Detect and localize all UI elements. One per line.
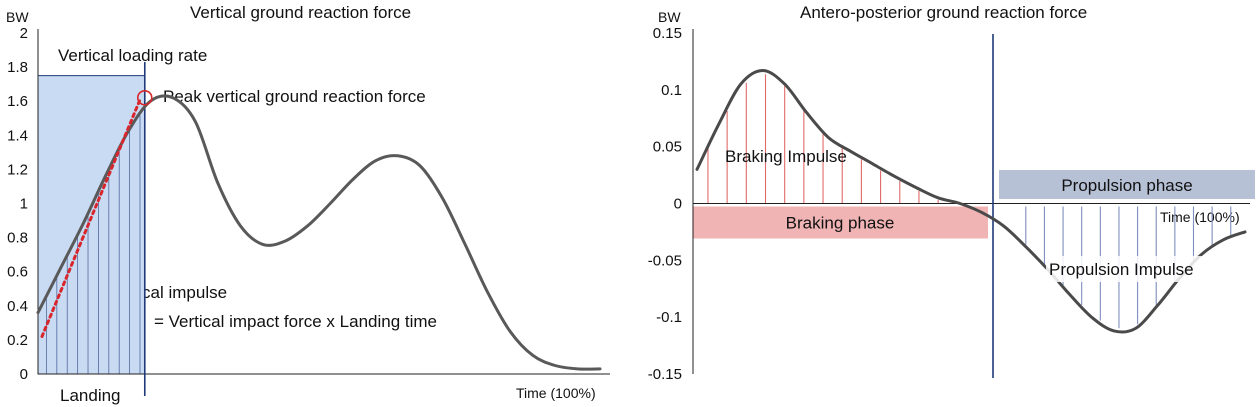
left-y-tick-label: 1 xyxy=(20,196,28,213)
left-y-tick-label: 0 xyxy=(20,366,28,383)
left-chart-title: Vertical ground reaction force xyxy=(190,3,411,22)
right-y-tick-label: 0.05 xyxy=(653,139,682,156)
braking-impulse-label: Braking Impulse xyxy=(725,147,847,166)
landing-label: Landing xyxy=(60,386,121,405)
propulsion-label-backdrop xyxy=(1046,256,1218,282)
right-y-tick-label: 0.15 xyxy=(653,25,682,42)
left-x-axis-label: Time (100%) xyxy=(516,385,596,401)
left-y-tick-label: 0.2 xyxy=(7,332,28,349)
left-y-tick-label: 0.6 xyxy=(7,264,28,281)
braking-phase-bar xyxy=(693,206,988,239)
loading-rate-line xyxy=(40,96,143,338)
formula-label: = Vertical impact force x Landing time xyxy=(154,312,437,331)
right-y-tick-label: 0 xyxy=(674,196,682,213)
right-y-tick-label: -0.15 xyxy=(648,366,682,383)
peak-force-marker xyxy=(136,89,153,106)
propulsion-impulse-label: Propulsion Impulse xyxy=(1049,260,1194,279)
left-y-tick-label: 1.8 xyxy=(7,59,28,76)
ap-grf-curve xyxy=(695,68,1247,334)
propulsion-phase-label: Propulsion phase xyxy=(1061,176,1192,195)
left-y-unit: BW xyxy=(6,9,29,25)
left-y-tick-label: 1.4 xyxy=(7,127,28,144)
propulsion-phase-bar xyxy=(999,169,1255,199)
left-y-tick-label: 1.2 xyxy=(7,161,28,178)
right-chart-title: Antero-posterior ground reaction force xyxy=(800,3,1087,22)
left-y-tick-label: 0.4 xyxy=(7,298,28,315)
right-y-unit: BW xyxy=(658,9,681,25)
right-y-tick-label: -0.1 xyxy=(656,309,682,326)
left-y-tick-label: 0.8 xyxy=(7,230,28,247)
loading-rate-label: Vertical loading rate xyxy=(58,46,207,65)
left-y-tick-label: 2 xyxy=(20,25,28,42)
right-x-axis-label: Time (100%) xyxy=(1160,209,1240,225)
peak-force-label: Peak vertical ground reaction force xyxy=(163,87,426,106)
left-y-tick-label: 1.6 xyxy=(7,93,28,110)
vertical-grf-curve xyxy=(36,94,602,371)
landing-phase-box xyxy=(37,75,146,375)
right-y-tick-label: -0.05 xyxy=(648,252,682,269)
right-y-tick-label: 0.1 xyxy=(661,82,682,99)
braking-phase-label: Braking phase xyxy=(786,214,895,233)
